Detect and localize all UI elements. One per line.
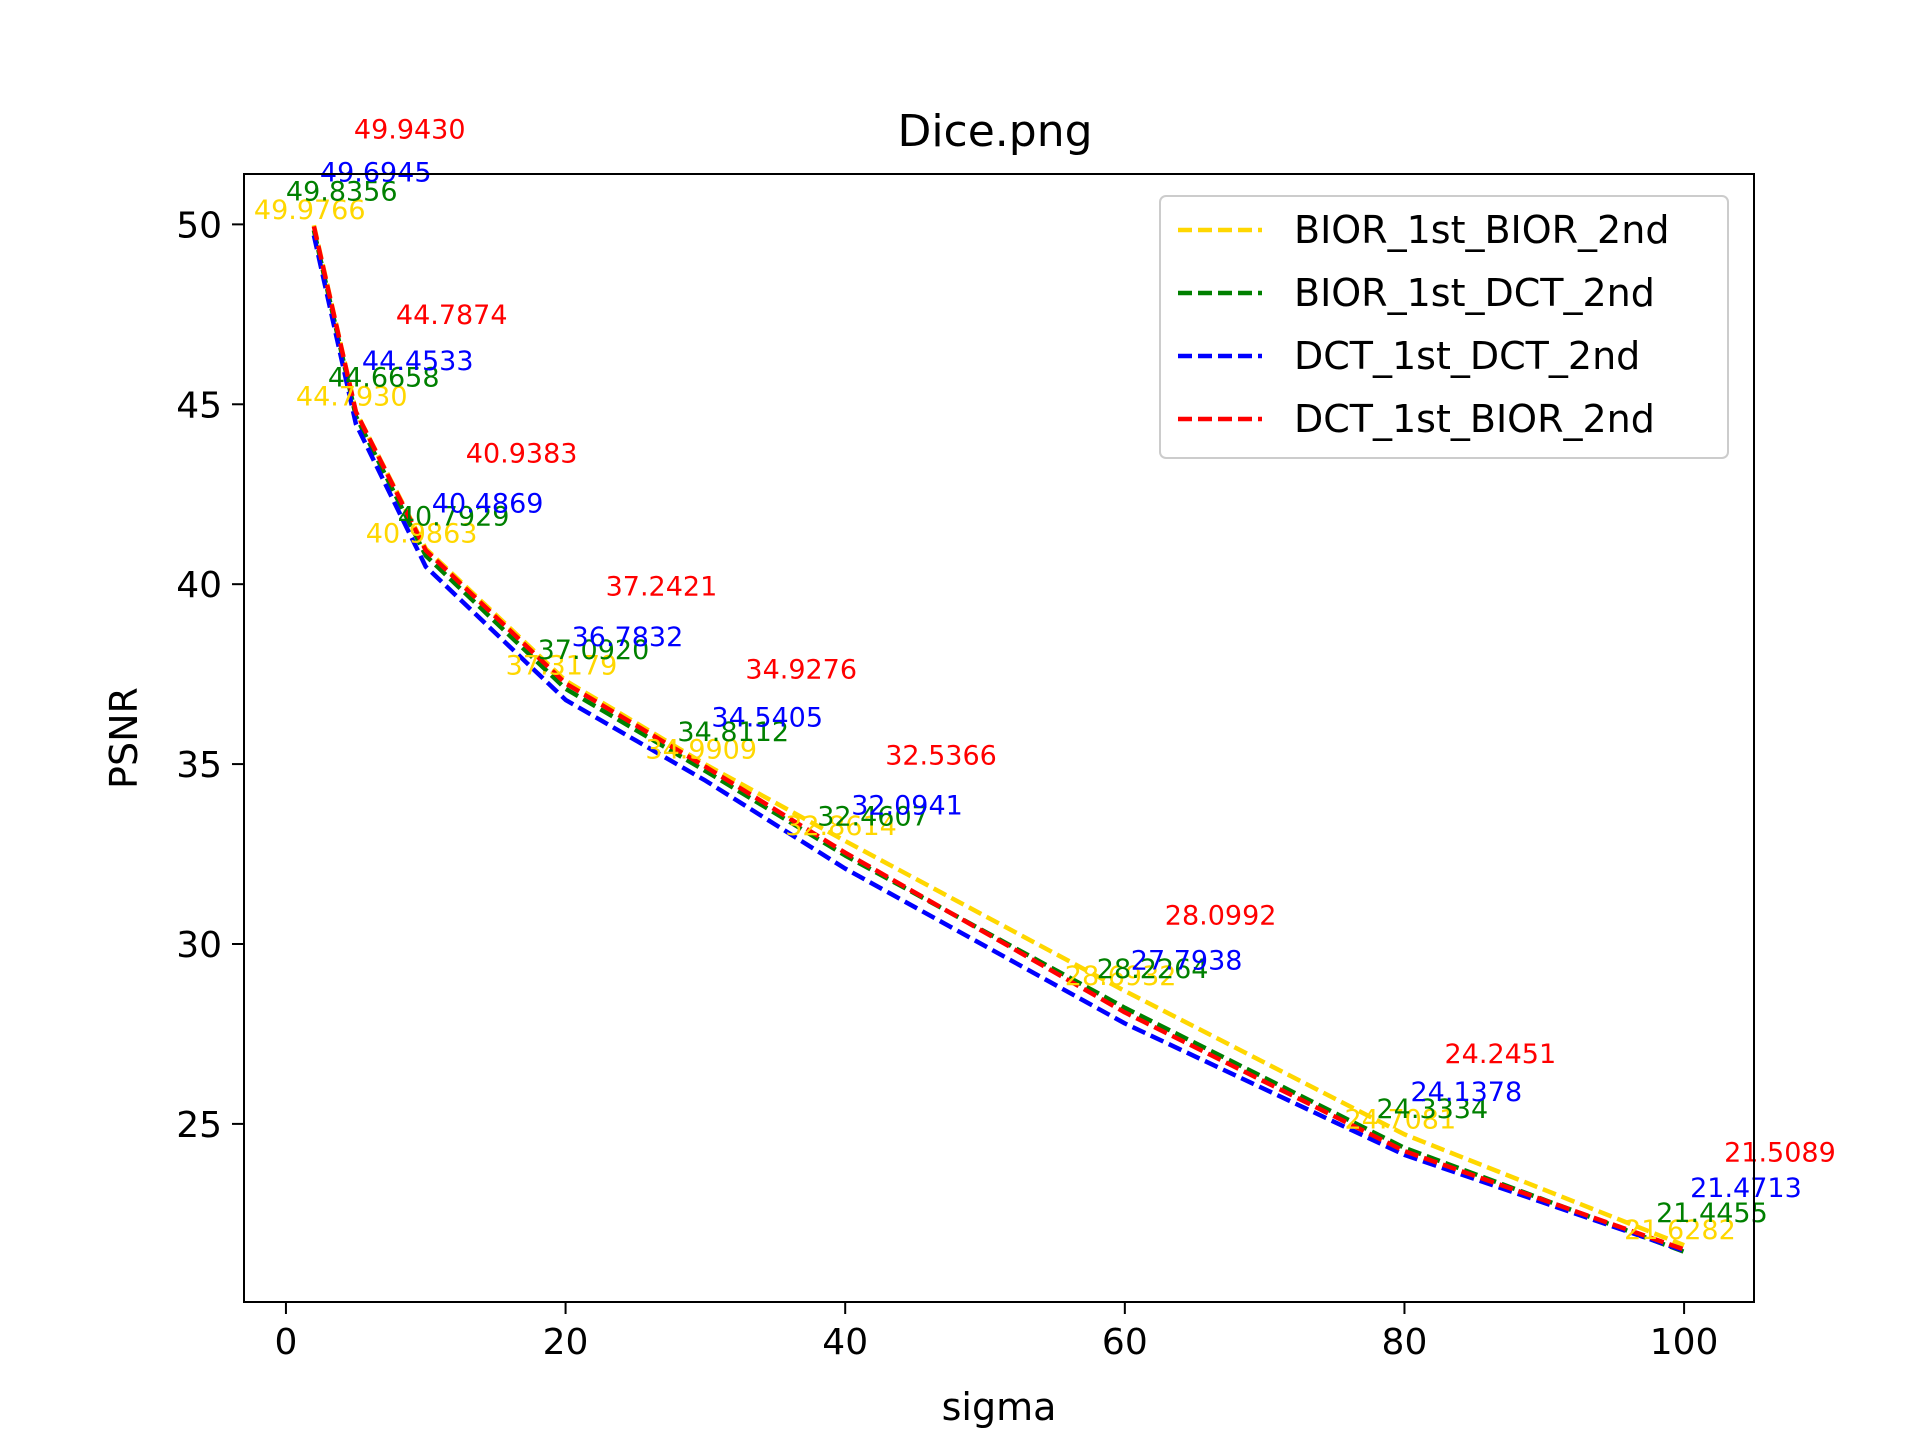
data-label: 44.6658 xyxy=(328,362,440,393)
y-tick-label: 45 xyxy=(176,385,222,426)
legend-label: DCT_1st_BIOR_2nd xyxy=(1294,397,1655,441)
y-axis-label: PSNR xyxy=(102,687,146,789)
data-label: 40.9863 xyxy=(366,519,478,550)
data-label: 37.3179 xyxy=(506,651,618,682)
legend-label: BIOR_1st_DCT_2nd xyxy=(1294,271,1655,315)
data-label: 27.7938 xyxy=(1131,945,1243,976)
data-label: 37.2421 xyxy=(606,571,718,602)
series-line-dct-1st-bior-2nd xyxy=(311,225,1685,1252)
data-label: 34.8112 xyxy=(677,717,789,748)
data-label: 21.4455 xyxy=(1656,1198,1768,1229)
data-label: 28.2264 xyxy=(1097,954,1209,985)
data-label: 32.5366 xyxy=(885,741,997,772)
x-tick-label: 100 xyxy=(1650,1322,1719,1363)
legend-label: BIOR_1st_BIOR_2nd xyxy=(1294,208,1669,252)
plot-frame xyxy=(243,173,1755,1303)
data-label: 36.7832 xyxy=(572,622,684,653)
y-tick-label: 40 xyxy=(176,565,222,606)
x-axis-label: sigma xyxy=(942,1385,1057,1429)
data-label: 37.0920 xyxy=(538,635,650,666)
y-tick-label: 25 xyxy=(176,1105,222,1146)
data-label: 40.4869 xyxy=(432,489,544,520)
x-tick-label: 0 xyxy=(274,1322,297,1363)
data-label: 49.9430 xyxy=(354,114,466,145)
data-label: 44.7874 xyxy=(396,300,508,331)
legend-label: DCT_1st_DCT_2nd xyxy=(1294,334,1640,378)
data-label: 49.8356 xyxy=(286,176,398,207)
x-tick-label: 40 xyxy=(822,1322,868,1363)
data-label: 34.9276 xyxy=(745,655,857,686)
data-label: 34.5405 xyxy=(711,703,823,734)
data-label: 49.6945 xyxy=(320,157,432,188)
data-label: 49.9766 xyxy=(254,195,366,226)
data-label: 24.2451 xyxy=(1445,1039,1557,1070)
x-axis: 0 20 40 60 80 100 xyxy=(274,1302,1718,1363)
legend: BIOR_1st_BIOR_2nd BIOR_1st_DCT_2nd DCT_1st… xyxy=(1159,195,1729,459)
data-label: 21.4713 xyxy=(1690,1173,1802,1204)
data-label: 44.4533 xyxy=(362,346,474,377)
series-line-dct-1st-dct-2nd xyxy=(311,234,1685,1254)
data-label: 40.7929 xyxy=(398,502,510,533)
y-tick-label: 35 xyxy=(176,745,222,786)
data-label: 40.9383 xyxy=(466,438,578,469)
series-layer xyxy=(311,224,1685,1254)
y-axis: 25 30 35 40 45 50 xyxy=(176,205,244,1146)
data-label: 32.8614 xyxy=(785,811,897,842)
data-label: 34.9909 xyxy=(645,734,757,765)
data-label: 32.0941 xyxy=(851,791,963,822)
legend-box xyxy=(1159,195,1729,459)
data-label: 21.5089 xyxy=(1724,1138,1836,1169)
x-tick-label: 60 xyxy=(1102,1322,1148,1363)
x-tick-label: 80 xyxy=(1382,1322,1428,1363)
y-tick-label: 30 xyxy=(176,925,222,966)
data-label: 44.7930 xyxy=(296,382,408,413)
data-labels-layer: 49.9766 44.7930 40.9863 37.3179 34.9909 32.86… xyxy=(254,114,1836,1246)
data-label: 24.1378 xyxy=(1411,1077,1523,1108)
data-label: 24.3334 xyxy=(1377,1094,1489,1125)
y-tick-label: 50 xyxy=(176,205,222,246)
chart-title: Dice.png xyxy=(897,106,1092,157)
data-label: 32.4607 xyxy=(817,802,929,833)
data-label: 24.7081 xyxy=(1345,1104,1457,1135)
data-label: 28.6932 xyxy=(1065,961,1177,992)
data-label: 28.0992 xyxy=(1165,900,1277,931)
x-tick-label: 20 xyxy=(543,1322,589,1363)
data-label: 21.6282 xyxy=(1624,1215,1736,1246)
